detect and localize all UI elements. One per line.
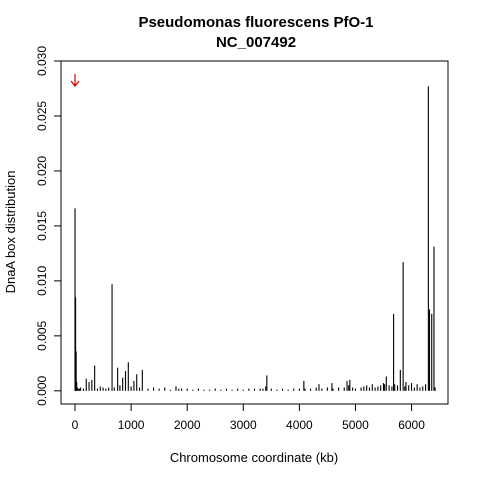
x-tick-label: 4000 [286, 418, 313, 432]
y-axis-label: DnaA box distribution [3, 171, 18, 294]
x-tick-label: 0 [72, 418, 79, 432]
x-axis-label: Chromosome coordinate (kb) [170, 450, 338, 465]
x-tick-label: 3000 [230, 418, 257, 432]
x-tick-label: 5000 [342, 418, 369, 432]
y-tick-label: 0.015 [35, 211, 49, 241]
chart-subtitle: NC_007492 [216, 34, 296, 51]
origin-marker [70, 74, 80, 87]
x-tick-label: 1000 [118, 418, 145, 432]
y-tick-label: 0.005 [35, 320, 49, 350]
x-tick-label: 6000 [398, 418, 425, 432]
y-tick-label: 0.030 [35, 46, 49, 76]
y-tick-label: 0.000 [35, 375, 49, 405]
y-tick-label: 0.020 [35, 156, 49, 186]
y-tick-label: 0.010 [35, 266, 49, 296]
y-axis: 0.000 0.005 0.010 0.015 0.020 0.025 0.030 [35, 46, 62, 406]
arrow-head [70, 80, 80, 87]
bar-series [74, 86, 436, 391]
y-tick-label: 0.025 [35, 101, 49, 131]
x-tick-label: 2000 [174, 418, 201, 432]
x-axis: 0 1000 2000 3000 4000 5000 6000 [72, 403, 425, 432]
chart-title: Pseudomonas fluorescens PfO-1 [138, 14, 373, 31]
